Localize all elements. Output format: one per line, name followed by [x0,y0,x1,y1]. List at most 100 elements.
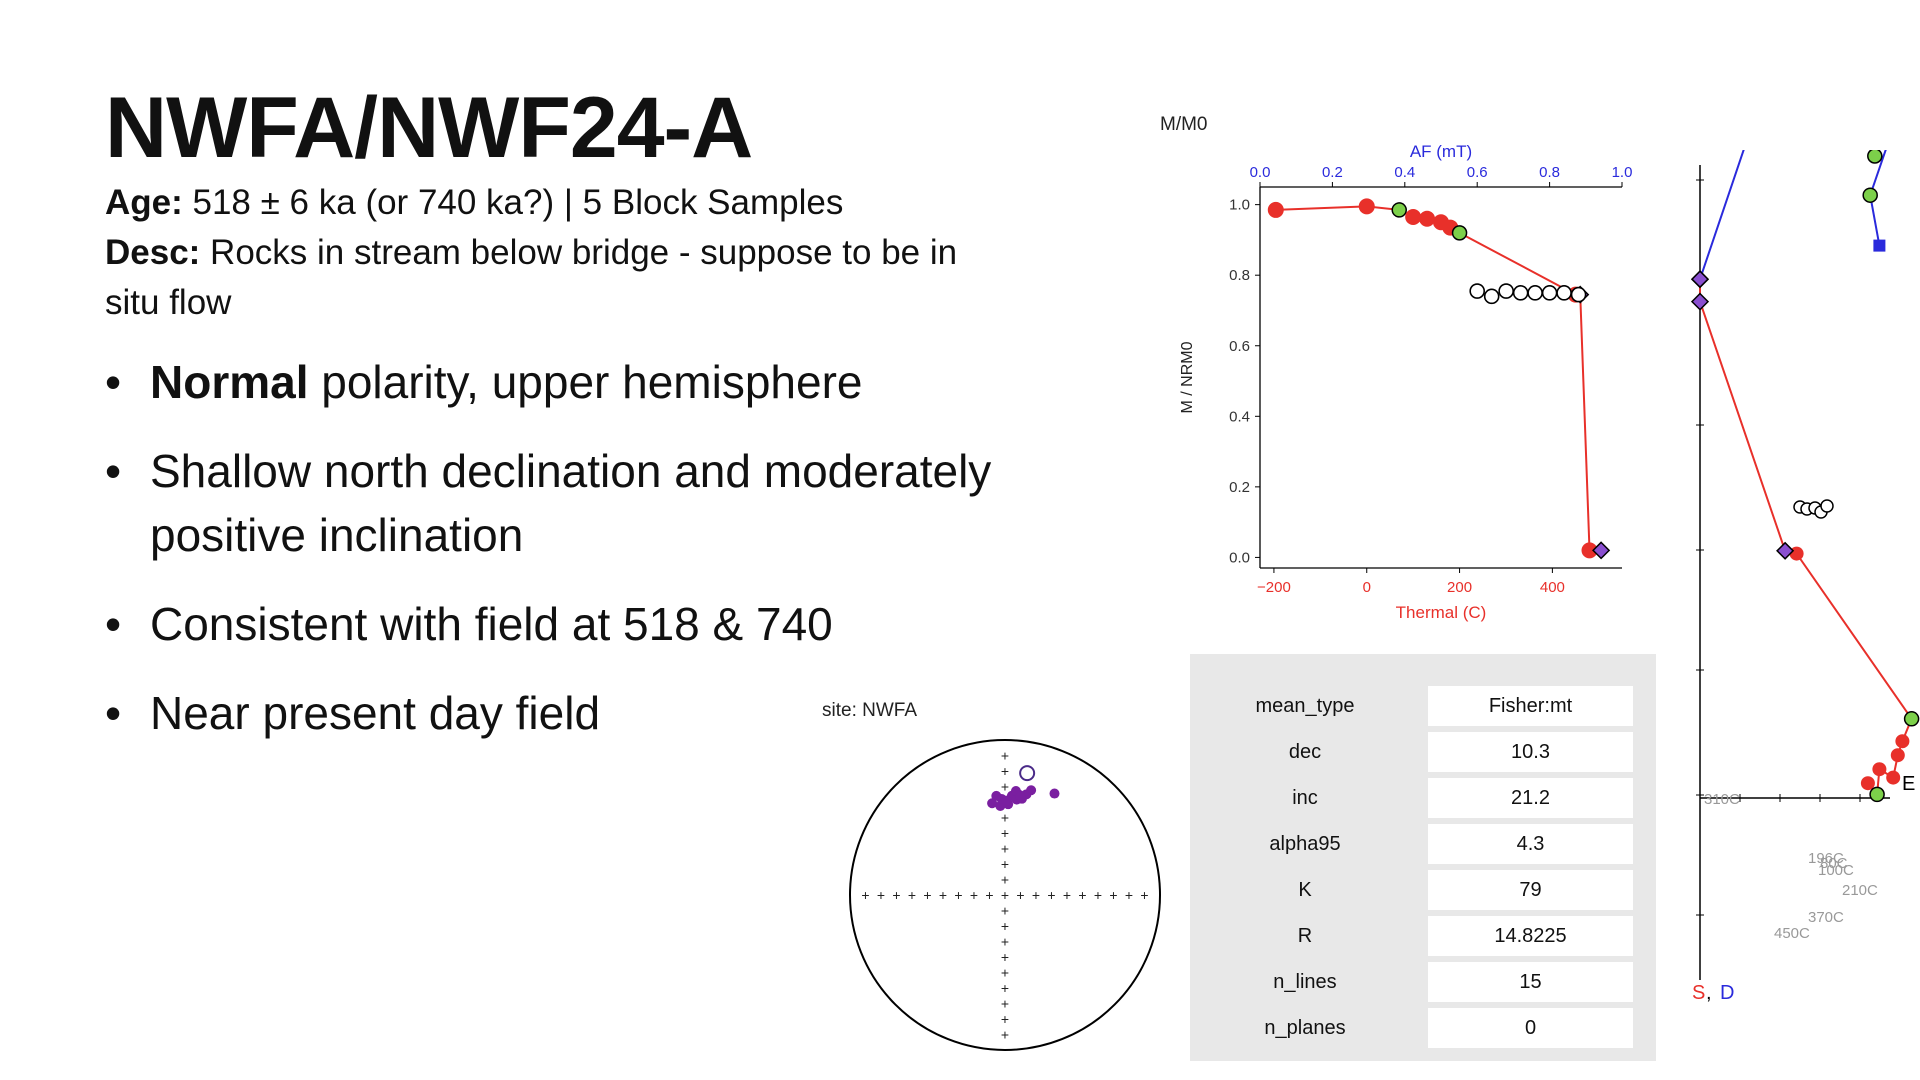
stat-label: inc [1292,787,1318,809]
grid-cross: + [1047,887,1055,903]
bullet-list: Normal polarity, upper hemisphere Shallo… [105,350,1005,770]
stat-label: K [1298,879,1312,901]
bullet-item: Consistent with field at 518 & 740 [105,592,1005,656]
grid-cross: + [1001,856,1009,872]
zij-open-point [1820,499,1834,513]
grid-cross: + [1001,903,1009,919]
zij-red-point [1886,770,1901,785]
zij-green-point [1903,711,1920,727]
bullet-text: Near present day field [150,687,601,739]
direction-point [1001,795,1012,806]
axis-label-e: E [1902,773,1915,795]
mean-direction [1019,765,1036,782]
stat-row: mean_type Fisher:mt [1190,684,1656,728]
demag-plot: 0.0 0.2 0.4 0.6 0.8 1.0 −200 0 200 400 0.0 0.2 0.4 0.… [1179,142,1633,622]
zij-diamond-point [1776,541,1795,560]
grid-cross: + [1109,887,1117,903]
af-point [1541,285,1558,301]
x2-tick-label: 1.0 [1612,164,1633,181]
desc-label: Desc: [105,233,201,272]
stat-value: 14.8225 [1428,916,1633,956]
desc-text: Rocks in stream below bridge - suppose t… [105,233,958,322]
grid-cross: + [1001,779,1009,795]
grid-cross: + [908,887,916,903]
grid-cross: + [1016,887,1024,903]
grid-cross: + [970,887,978,903]
stat-row: dec 10.3 [1190,730,1656,774]
grid-cross: + [861,887,869,903]
thermal-point-green [1391,202,1407,218]
stat-value: 0 [1428,1008,1633,1048]
zij-red-point [1860,776,1875,791]
grid-cross: + [1001,763,1009,779]
zij-diamond-point [1690,270,1710,289]
zij-green-point [1869,786,1885,803]
grid-cross: + [954,887,962,903]
thermal-point [1581,542,1598,559]
zij-diamond-point [1690,292,1710,311]
grid-cross: + [1001,996,1009,1012]
grid-cross: + [1078,887,1086,903]
grid-cross: + [1001,872,1009,888]
y-tick-label: 0.8 [1229,267,1250,284]
bullet-item: Shallow north declination and moderately… [105,439,1005,567]
stat-label: n_planes [1264,1017,1346,1039]
age-label: Age: [105,183,183,222]
af-point [1527,285,1543,301]
thermal-point [1358,198,1375,215]
stat-value: 21.2 [1428,778,1633,818]
direction-point [1015,791,1026,802]
grid-cross: + [1094,887,1102,903]
y-tick-label: 0.6 [1229,338,1250,355]
legend-d: D [1720,982,1734,1004]
stat-label: R [1297,925,1313,947]
age-text: 518 ± 6 ka (or 740 ka?) | 5 Block Sample… [182,183,844,222]
grid-cross: + [923,887,931,903]
direction-point [1026,785,1037,796]
bullet-text: polarity, upper hemisphere [308,356,863,408]
af-point [1483,288,1500,305]
direction-point [1049,788,1060,799]
x-tick-label: 0 [1363,579,1371,596]
grid-cross: + [892,887,900,903]
stat-row: n_planes 0 [1190,1006,1656,1050]
legend-s: S [1692,982,1705,1004]
stat-value: 79 [1428,870,1633,910]
stat-label: mean_type [1255,695,1355,717]
age-line: Age: 518 ± 6 ka (or 740 ka?) | 5 Block S… [105,178,965,228]
grid-cross: + [1001,949,1009,965]
x2-tick-label: 0.6 [1467,164,1488,181]
stat-row: K 79 [1190,868,1656,912]
x2-axis-label: AF (mT) [1410,142,1472,161]
af-point [1512,285,1529,301]
step-label: 450C [1774,925,1810,942]
stat-row: R 14.8225 [1190,914,1656,958]
stat-row: inc 21.2 [1190,776,1656,820]
grid-cross: + [1001,887,1009,903]
grid-cross: + [1140,887,1148,903]
x2-tick-label: 0.0 [1250,164,1271,181]
zij-blue-square [1873,239,1886,252]
zij-red-point [1895,734,1910,749]
y-tick-label: 0.4 [1229,408,1250,425]
bullet-bold: Normal [150,356,309,408]
grid-cross: + [877,887,885,903]
y-tick-label: 0.2 [1229,479,1250,496]
stats-panel: mean_type Fisher:mt dec 10.3 inc 21.2 alpha95 4… [1190,654,1656,1061]
thermal-point-green [1451,225,1468,241]
zij-green-point [1862,187,1878,203]
grid-cross: + [1001,810,1009,826]
site-meta: Age: 518 ± 6 ka (or 740 ka?) | 5 Block S… [105,178,965,328]
bullet-text: Shallow north declination and moderately… [150,445,992,561]
thermal-point [1405,208,1422,225]
zij-blue-line [1699,150,1887,280]
thermal-point [1419,210,1436,227]
legend-sep: , [1706,982,1712,1004]
grid-cross: + [1125,887,1133,903]
zij-red-line [1699,279,1913,797]
step-label: 370C [1808,909,1844,926]
grid-cross: + [1001,934,1009,950]
step-label: 310C [1704,791,1740,808]
step-label: 210C [1842,882,1878,899]
x2-tick-label: 0.8 [1539,164,1560,181]
